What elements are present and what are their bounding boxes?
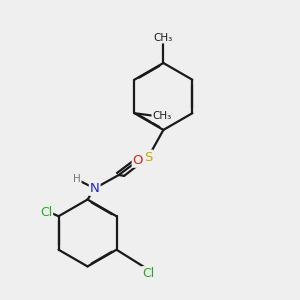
Text: Cl: Cl xyxy=(142,267,154,280)
Text: O: O xyxy=(133,154,143,167)
Text: Cl: Cl xyxy=(40,206,52,219)
Text: H: H xyxy=(73,174,81,184)
Text: N: N xyxy=(90,182,100,195)
Text: CH₃: CH₃ xyxy=(152,111,172,121)
Text: CH₃: CH₃ xyxy=(154,33,173,43)
Text: S: S xyxy=(144,151,152,164)
